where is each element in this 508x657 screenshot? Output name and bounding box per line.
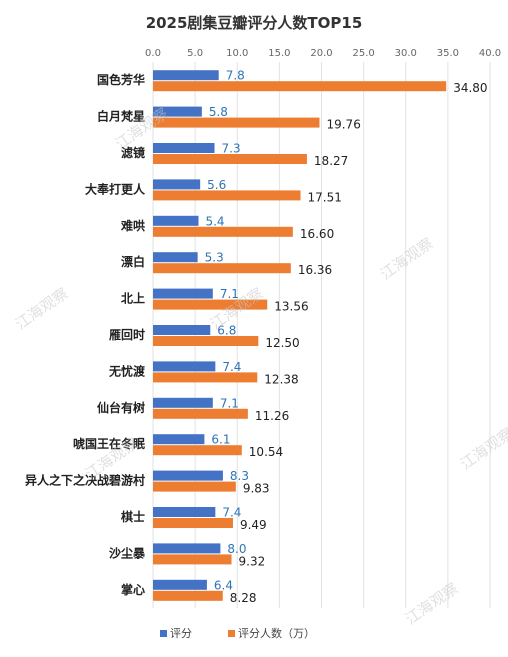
category-label: 白月梵星 [97,109,145,124]
legend-swatch-count [228,630,235,637]
bar-count [153,445,242,456]
bar-count [153,408,248,419]
category-label: 漂白 [121,254,145,269]
bars: 7.8 34.80 5.8 19.76 7.3 18.27 5.6 17.51 5.4 16.60… [153,69,488,605]
bar-score [153,288,213,299]
data-label-count: 12.38 [264,372,298,386]
bar-score [153,507,216,517]
category-label: 大奉打更人 [85,181,146,196]
data-label-count: 12.50 [265,336,299,350]
data-label-score: 8.3 [230,469,249,483]
bar-score [153,470,223,481]
data-label-count: 10.54 [249,445,283,459]
legend-swatch-score [160,630,167,637]
category-label: 棋士 [121,509,145,524]
data-label-count: 11.26 [255,409,289,423]
data-label-score: 5.3 [205,251,224,265]
data-label-score: 7.1 [220,396,239,410]
data-label-count: 16.60 [300,227,334,241]
data-label-count: 13.56 [274,300,308,314]
bar-count [153,154,307,164]
category-label: 仙台有树 [97,400,145,415]
x-axis-ticks: 0.0 5.0 10.0 15.0 20.0 25.0 30.0 35.0 40.0 [145,48,501,59]
data-label-score: 6.1 [211,433,230,447]
legend: 评分 评分人数（万） [160,627,315,640]
data-label-count: 16.36 [298,263,332,277]
data-label-count: 8.28 [230,591,257,605]
category-label: 国色芳华 [97,72,145,87]
category-label: 北上 [121,291,145,306]
category-label: 雁回时 [109,327,145,342]
legend-label-score: 评分 [170,627,192,640]
legend-label-count: 评分人数（万） [238,627,315,640]
bar-count [153,590,223,601]
x-tick-label: 15.0 [268,48,290,59]
bar-score [153,143,215,153]
category-label: 无忧渡 [108,363,146,378]
data-label-score: 6.8 [217,324,236,338]
x-tick-label: 0.0 [145,48,161,59]
x-tick-label: 5.0 [187,48,203,59]
bar-count [153,481,236,492]
data-label-count: 17.51 [308,190,342,204]
data-label-score: 5.6 [207,178,226,192]
data-label-score: 6.4 [214,578,233,592]
bar-count [153,226,293,237]
data-label-count: 19.76 [326,118,360,132]
category-label: 难哄 [120,218,145,233]
bar-score [153,579,207,590]
category-label: 异人之下之决战碧游村 [25,473,145,488]
bar-count [153,117,320,128]
category-label: 唬国王在冬眠 [73,436,145,451]
bar-score [153,397,213,408]
data-label-count: 9.83 [243,482,270,496]
bar-score [153,434,205,445]
bar-count [153,263,291,274]
data-label-score: 7.3 [222,142,241,156]
data-label-count: 9.32 [239,554,266,568]
data-label-score: 8.0 [227,542,246,556]
category-label: 掌心 [121,582,145,597]
x-tick-label: 40.0 [479,48,501,59]
data-label-score: 7.4 [222,360,241,374]
bar-score [153,215,199,226]
bar-count [153,299,268,310]
x-tick-label: 30.0 [395,48,417,59]
bar-score [153,70,219,81]
data-label-score: 5.8 [209,105,228,119]
category-label: 滤镜 [121,145,145,160]
bar-score [153,543,221,554]
x-tick-label: 25.0 [352,48,374,59]
data-label-score: 7.8 [226,69,245,83]
data-label-score: 7.1 [220,287,239,301]
bar-score [153,179,201,190]
bar-count [153,518,233,528]
data-label-score: 7.4 [222,506,241,520]
category-label: 沙尘暴 [109,545,146,560]
data-label-count: 18.27 [314,154,348,168]
bar-count [153,336,259,346]
bar-score [153,361,216,372]
data-label-count: 34.80 [453,81,487,95]
bar-count [153,81,447,92]
data-label-count: 9.49 [240,518,267,532]
bar-score [153,106,202,117]
bar-count [153,190,301,201]
x-tick-label: 20.0 [310,48,332,59]
bar-score [153,325,211,335]
bar-count [153,554,232,565]
x-tick-label: 10.0 [226,48,248,59]
x-tick-label: 35.0 [437,48,459,59]
category-labels: 国色芳华白月梵星滤镜大奉打更人难哄漂白北上雁回时无忧渡仙台有树唬国王在冬眠异人之… [25,72,146,597]
bar-count [153,372,258,383]
bar-score [153,252,198,263]
data-label-score: 5.4 [205,214,224,228]
chart-title: 2025剧集豆瓣评分人数TOP15 [146,14,363,32]
